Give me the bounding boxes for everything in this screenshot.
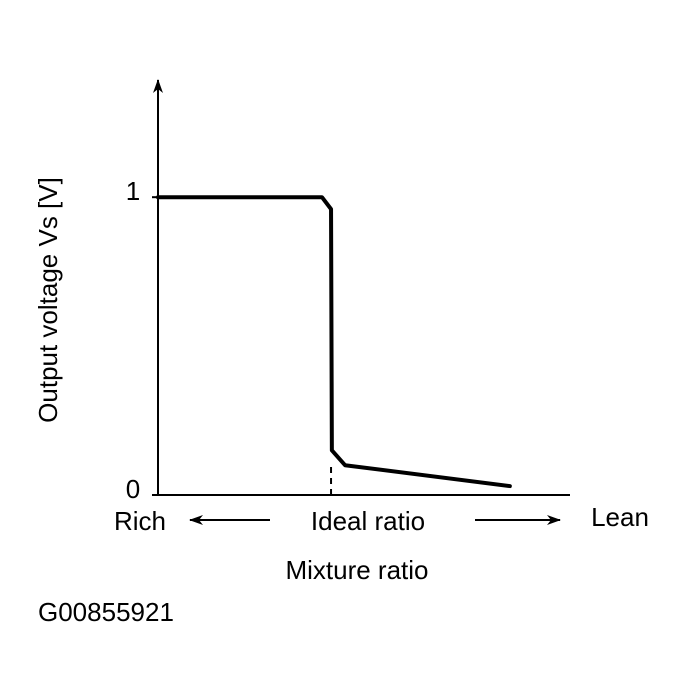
y-tick-label: 0 — [126, 474, 140, 504]
annotation: Ideal ratio — [311, 506, 425, 536]
curve — [156, 195, 512, 489]
figure-id: G00855921 — [38, 597, 174, 627]
annotation: Lean — [591, 502, 649, 532]
y-axis-label: Output voltage Vs [V] — [33, 177, 63, 423]
x-axis-label: Mixture ratio — [285, 555, 428, 585]
annotation: Rich — [114, 506, 166, 536]
y-tick-label: 1 — [126, 176, 140, 206]
